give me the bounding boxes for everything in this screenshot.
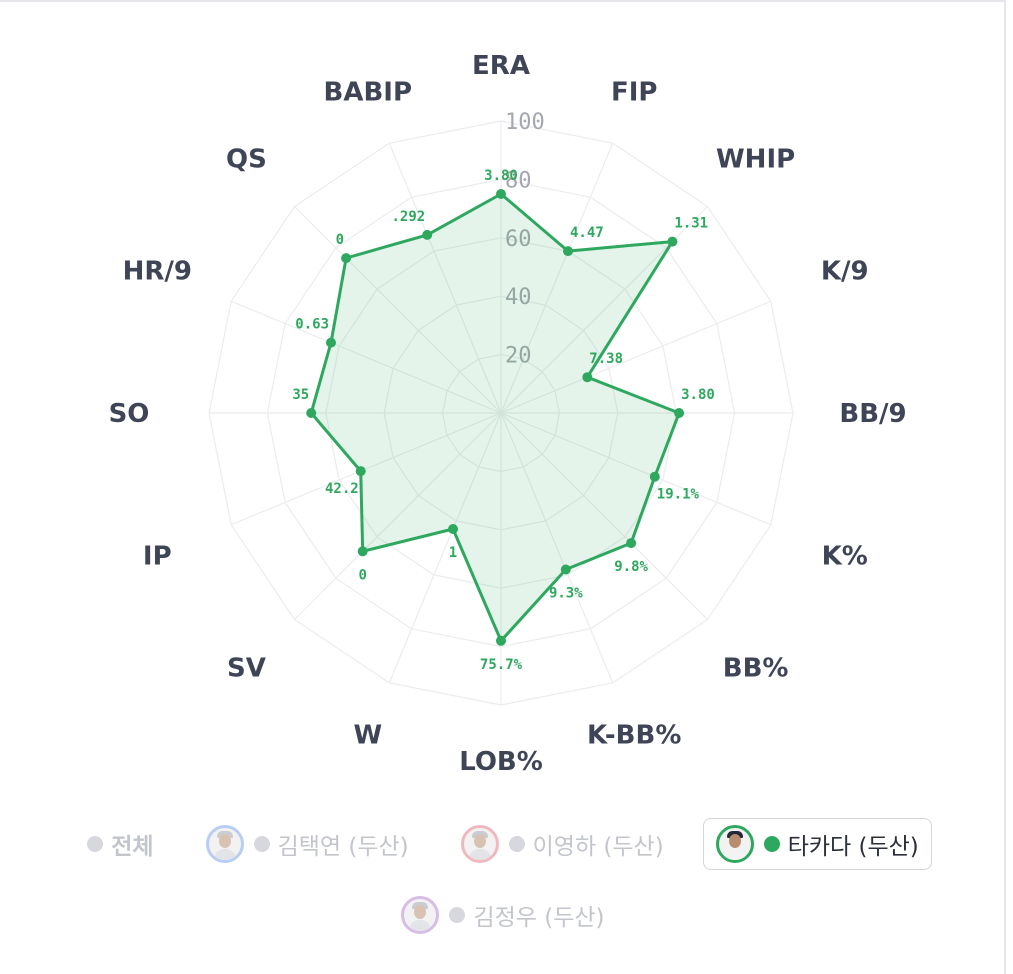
data-value-label: 1.31	[674, 216, 708, 232]
axis-label: WHIP	[716, 144, 795, 174]
data-point[interactable]	[626, 538, 637, 549]
data-point[interactable]	[496, 635, 506, 646]
data-value-label: 19.1%	[657, 487, 700, 503]
player-avatar	[401, 896, 440, 934]
data-value-label: 9.3%	[549, 586, 583, 602]
data-value-label: 9.8%	[614, 559, 648, 575]
data-point[interactable]	[448, 524, 458, 534]
axis-label: LOB%	[459, 747, 543, 777]
axis-label: QS	[226, 144, 267, 174]
data-point[interactable]	[667, 236, 678, 247]
data-value-label: 3.80	[484, 168, 518, 184]
data-point[interactable]	[496, 189, 506, 199]
legend-dot	[87, 836, 104, 852]
data-point[interactable]	[422, 229, 433, 240]
radial-tick-label: 60	[505, 227, 532, 252]
data-value-label: 3.80	[681, 387, 715, 403]
legend: 전체 김택연 (두산) 이영하 (두산) 타카다 (두산)	[0, 816, 1006, 872]
grid-spoke	[388, 142, 502, 414]
data-point[interactable]	[649, 471, 660, 482]
grid-spoke	[294, 206, 502, 414]
data-point[interactable]	[563, 246, 573, 257]
radar-series: 3.80 4.47 1.31 7.38 3.80 19.1% 9.8% 9.3% 75.7% 1 0…	[292, 168, 714, 673]
radial-tick-label: 40	[505, 285, 532, 310]
axis-label: K%	[822, 541, 868, 571]
legend-label: 이영하 (두산)	[532, 834, 664, 860]
legend-item-player[interactable]: 김택연 (두산)	[193, 818, 422, 870]
player-avatar	[460, 825, 499, 863]
data-value-label: 0.63	[295, 317, 329, 333]
radial-tick-label: 100	[505, 110, 545, 135]
radar-tick-labels: 20 40 60 80 100	[505, 110, 545, 369]
grid-spoke	[500, 300, 772, 414]
legend-dot	[449, 907, 466, 923]
data-value-label: 0	[336, 232, 344, 248]
radial-tick-label: 20	[505, 344, 532, 369]
axis-label: K-BB%	[587, 721, 681, 751]
axis-label: BB/9	[839, 399, 906, 429]
data-point[interactable]	[306, 408, 317, 418]
data-point[interactable]	[674, 408, 685, 418]
axis-label: SV	[227, 654, 266, 684]
data-value-label: 1	[449, 545, 457, 561]
radar-grid	[208, 120, 794, 706]
axis-label: HR/9	[123, 257, 192, 287]
data-point[interactable]	[355, 466, 366, 477]
legend-label: 김정우 (두산)	[473, 905, 605, 931]
legend-dot	[253, 836, 270, 852]
legend-item-all[interactable]: 전체	[74, 818, 166, 870]
axis-label: SO	[109, 399, 150, 429]
axis-label: ERA	[472, 51, 530, 81]
grid-spoke	[500, 142, 614, 414]
data-point[interactable]	[357, 546, 368, 557]
grid-spoke	[294, 412, 502, 620]
data-point[interactable]	[341, 253, 352, 264]
data-point[interactable]	[326, 337, 336, 348]
grid-spoke	[230, 412, 502, 526]
data-value-label: 75.7%	[480, 657, 523, 673]
legend-dot	[508, 836, 525, 852]
axis-label: BB%	[723, 654, 789, 684]
axis-label: W	[353, 721, 382, 751]
data-value-label: 42.2	[325, 481, 359, 497]
legend-label: 전체	[111, 834, 154, 860]
data-point[interactable]	[582, 372, 593, 383]
axis-label: BABIP	[324, 78, 413, 108]
data-value-label: 0	[358, 567, 366, 583]
legend-label: 타카다 (두산)	[787, 834, 919, 860]
legend-item-player[interactable]: 김정우 (두산)	[388, 889, 617, 941]
data-value-label: 4.47	[570, 225, 604, 241]
player-avatar	[715, 825, 754, 863]
grid-spoke	[500, 412, 708, 620]
radar-axis-labels: ERA FIP WHIP K/9 BB/9 K% BB% K-BB% LOB% W SV IP SO HR…	[109, 51, 907, 777]
axis-label: K/9	[821, 257, 869, 287]
legend-item-player[interactable]: 이영하 (두산)	[448, 818, 677, 870]
legend-dot	[763, 836, 780, 852]
axis-label: FIP	[611, 78, 658, 108]
player-avatar	[205, 825, 244, 863]
grid-spoke	[500, 412, 772, 526]
legend-row-2: 김정우 (두산)	[0, 890, 1006, 940]
legend-item-player-selected[interactable]: 타카다 (두산)	[702, 818, 932, 870]
grid-spoke	[388, 412, 502, 684]
data-point[interactable]	[560, 564, 571, 575]
axis-label: IP	[143, 541, 172, 571]
grid-spoke	[500, 412, 614, 684]
data-value-label: 7.38	[589, 351, 623, 367]
radial-tick-label: 80	[505, 168, 532, 193]
data-value-label: .292	[391, 209, 425, 225]
grid-spoke	[230, 300, 502, 414]
legend-label: 김택연 (두산)	[277, 834, 409, 860]
data-value-label: 35	[292, 387, 309, 403]
